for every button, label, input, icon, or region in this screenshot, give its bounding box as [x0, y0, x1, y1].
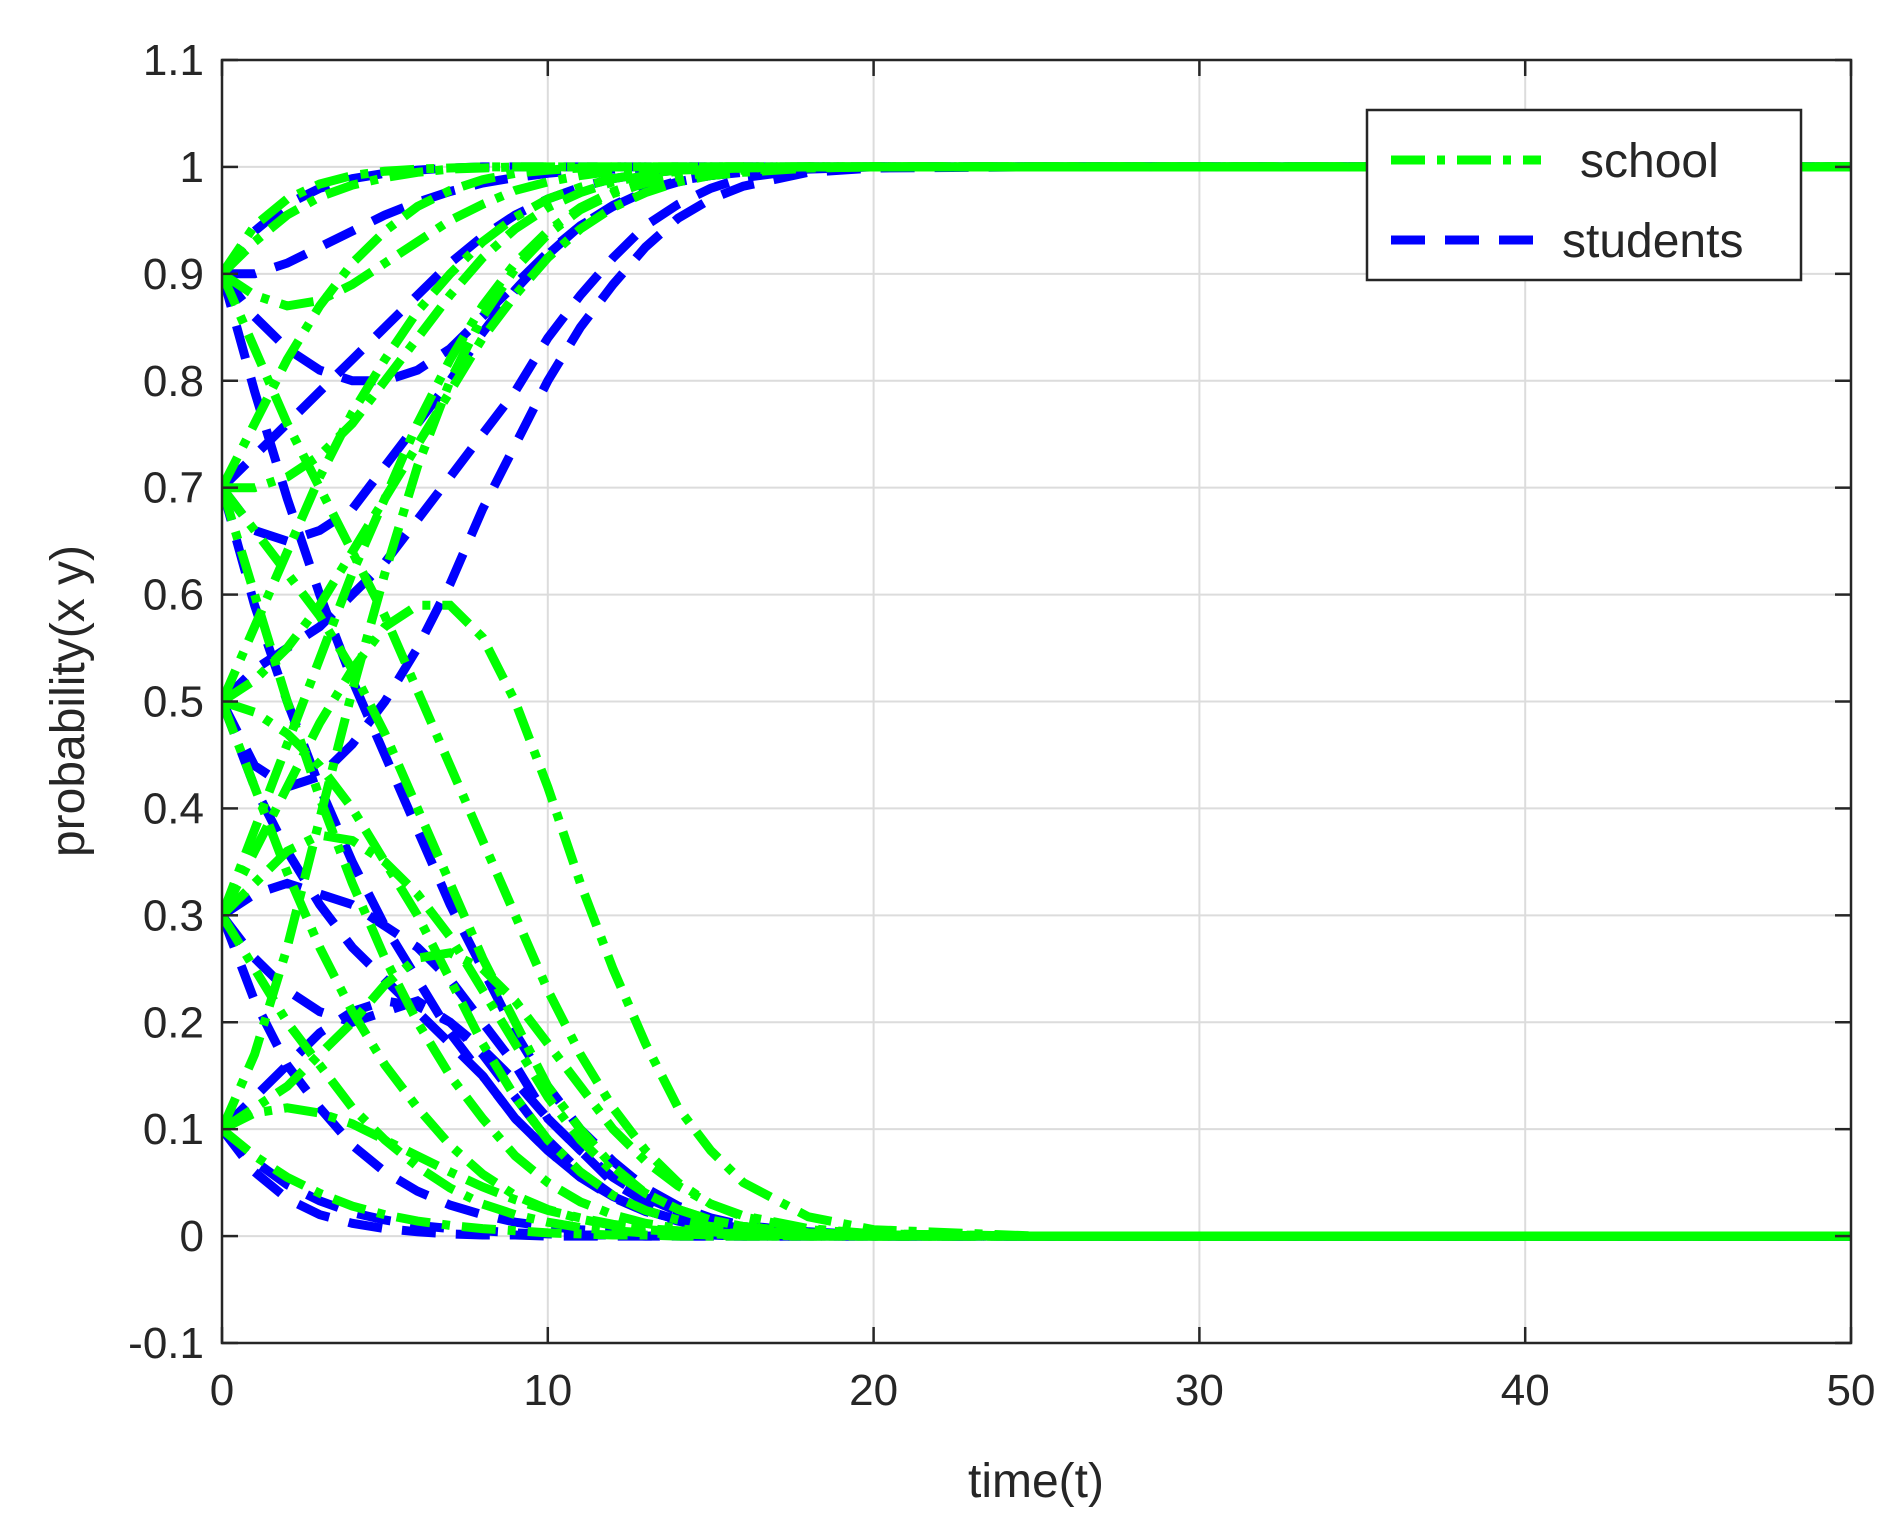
x-tick-label: 10 — [523, 1366, 572, 1415]
x-tick-label: 30 — [1175, 1366, 1224, 1415]
y-tick-label: 1 — [180, 143, 204, 192]
series-line-school — [222, 830, 1851, 1241]
series-line-school — [222, 1125, 1851, 1241]
series-line-school — [222, 697, 1851, 1241]
y-tick-label: 0.1 — [143, 1105, 204, 1154]
y-tick-label: 1.1 — [143, 36, 204, 85]
y-tick-label: 0.8 — [143, 357, 204, 406]
legend-label-school: school — [1580, 135, 1719, 188]
series-line-school — [222, 484, 1851, 1241]
y-tick-label: 0.3 — [143, 891, 204, 940]
x-tick-label: 40 — [1501, 1366, 1550, 1415]
x-tick-label: 0 — [210, 1366, 234, 1415]
y-tick-label: 0.7 — [143, 464, 204, 513]
y-tick-label: 0.5 — [143, 678, 204, 727]
y-axis-label: probability(x y) — [42, 545, 95, 857]
x-tick-label: 50 — [1827, 1366, 1876, 1415]
series-line-school — [222, 486, 1851, 1241]
y-tick-label: 0.9 — [143, 250, 204, 299]
y-tick-label: 0.2 — [143, 998, 204, 1047]
plot-lines — [222, 162, 1851, 1241]
y-tick-label: -0.1 — [128, 1319, 204, 1368]
series-line-students — [222, 162, 1851, 792]
y-tick-label: 0.4 — [143, 784, 204, 833]
legend-box — [1365, 108, 1803, 282]
ticks: 0 10 20 30 40 50-0.100.10.20.30.40.50.60.70.8… — [128, 36, 1875, 1415]
x-axis-label: time(t) — [968, 1455, 1104, 1508]
legend: school students — [1365, 108, 1803, 282]
series-line-school — [222, 162, 1851, 1131]
y-tick-label: 0 — [180, 1212, 204, 1261]
series-line-school — [222, 162, 1851, 704]
series-line-school — [222, 162, 1851, 706]
x-tick-label: 20 — [849, 1366, 898, 1415]
legend-label-students: students — [1562, 215, 1743, 268]
series-line-students — [222, 878, 1851, 1241]
y-tick-label: 0.6 — [143, 571, 204, 620]
